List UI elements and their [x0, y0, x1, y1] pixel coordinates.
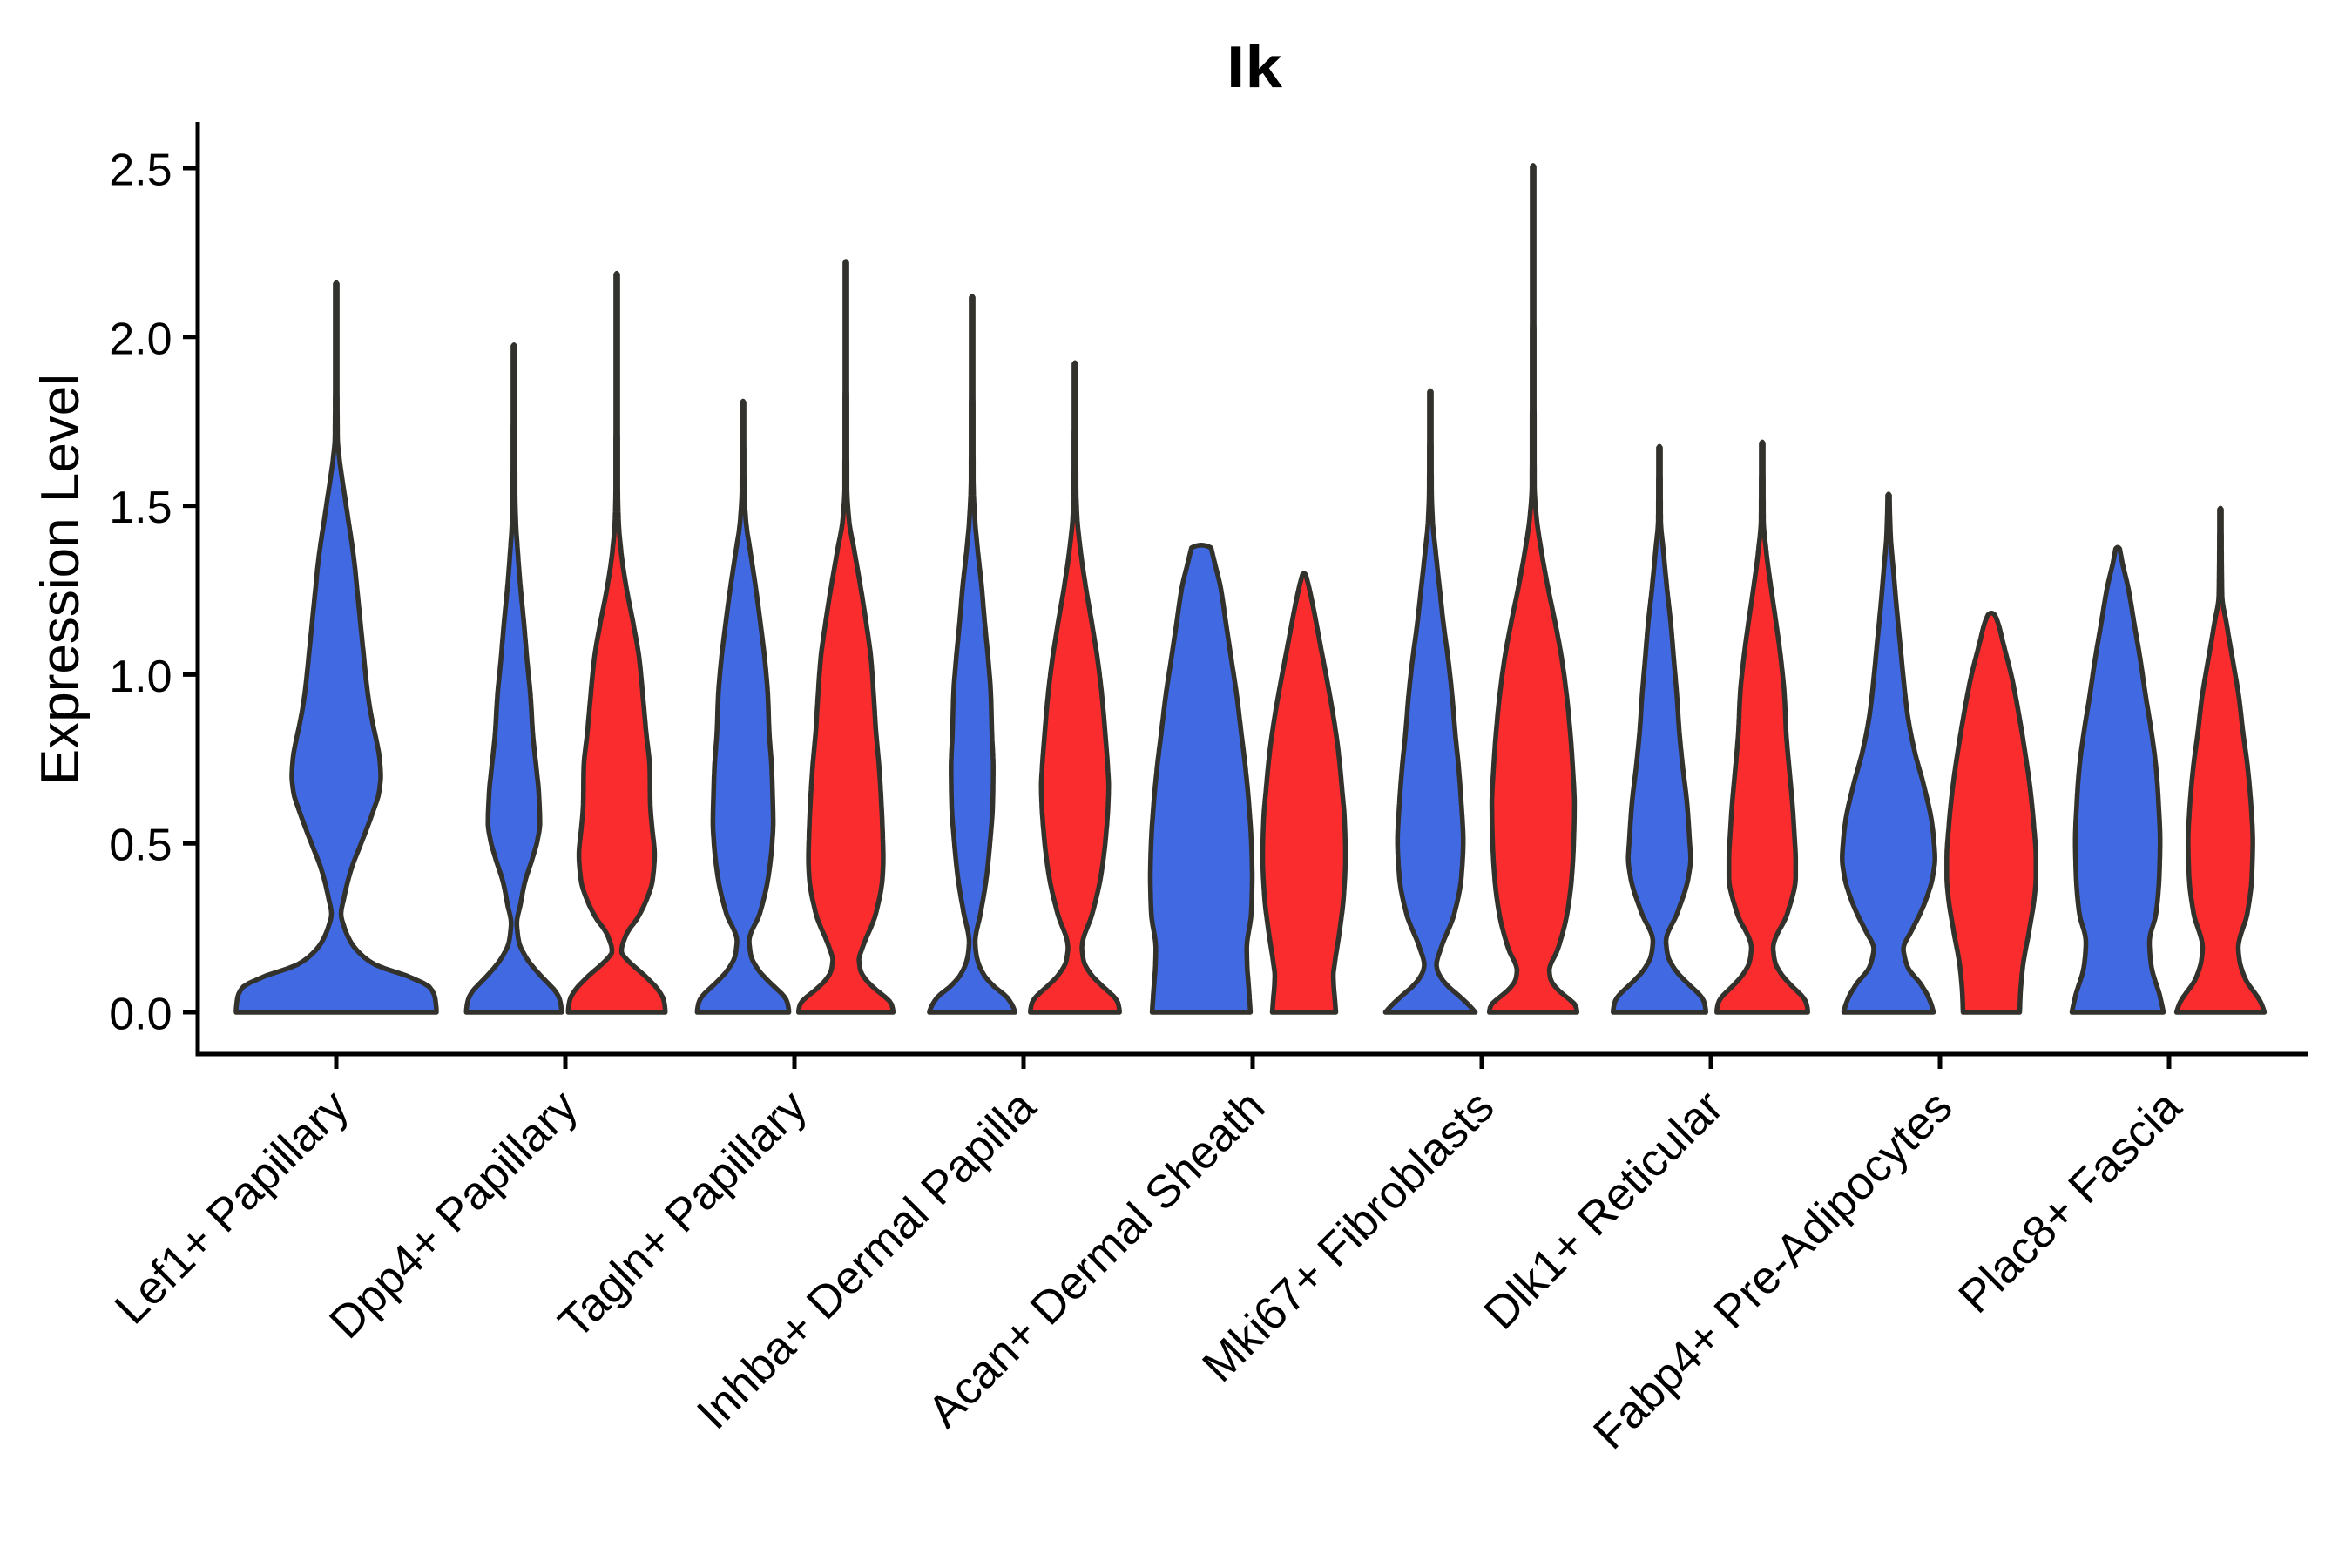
svg-text:Ik: Ik [1227, 34, 1282, 100]
svg-text:1.0: 1.0 [109, 652, 172, 702]
svg-text:1.5: 1.5 [109, 483, 172, 533]
svg-text:Expression Level: Expression Level [30, 374, 91, 785]
svg-text:2.5: 2.5 [109, 145, 172, 196]
svg-text:0.0: 0.0 [109, 990, 172, 1040]
svg-text:2.0: 2.0 [109, 314, 172, 364]
svg-text:0.5: 0.5 [109, 821, 172, 871]
